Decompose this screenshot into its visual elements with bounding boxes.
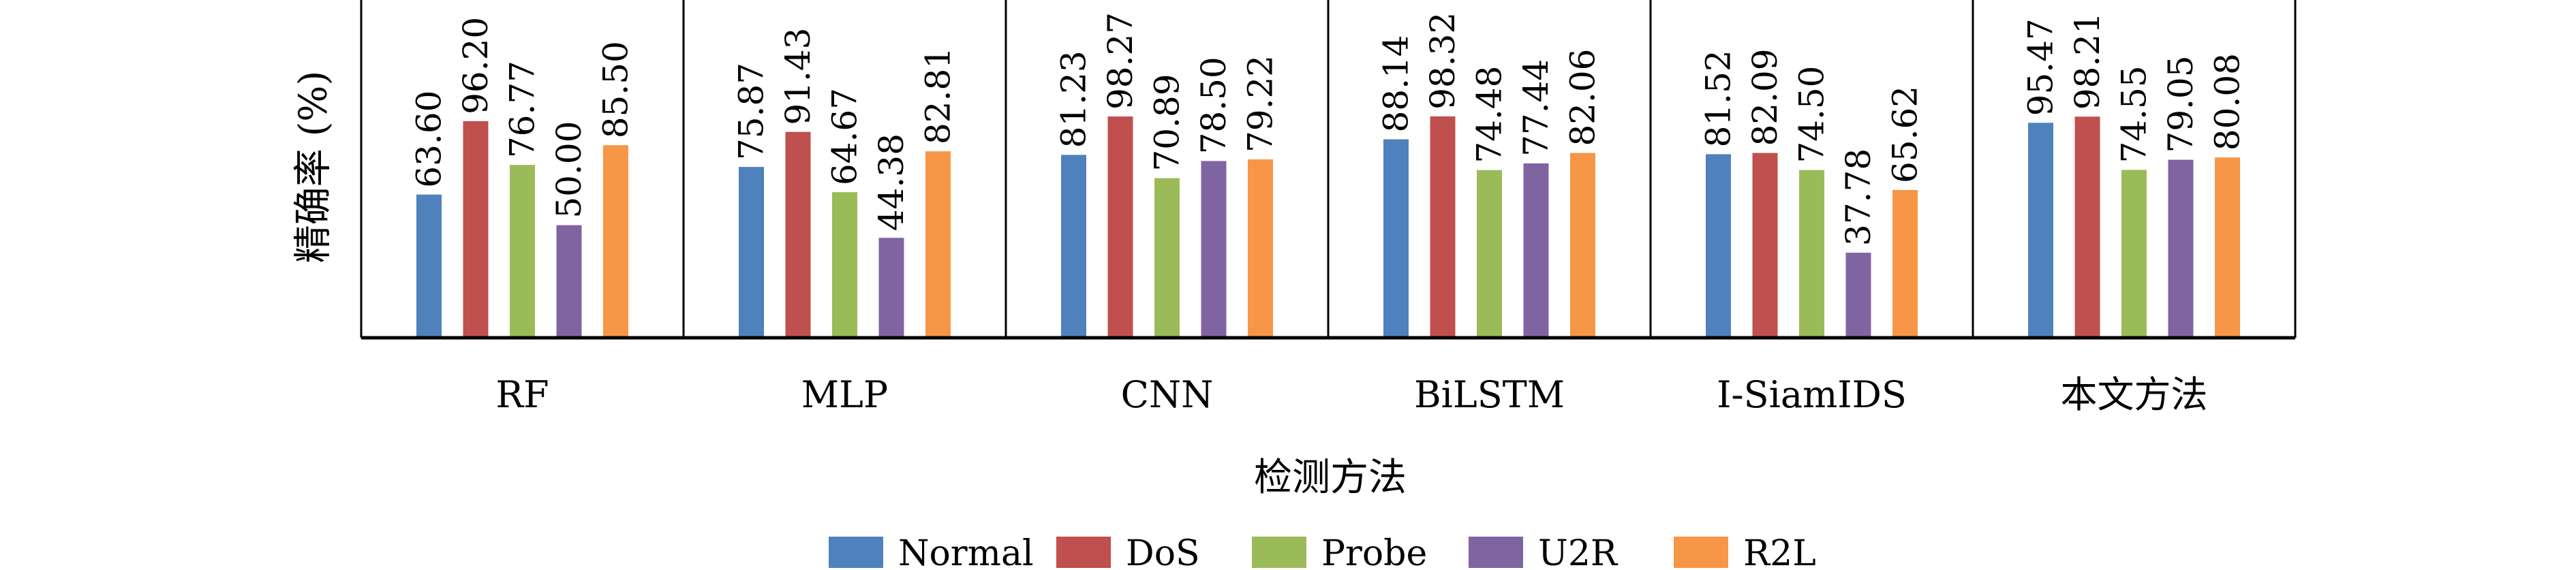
data-label: 74.48 (1470, 66, 1509, 163)
x-axis-title: 检测方法 (1254, 456, 1407, 500)
x-tick-label: CNN (1121, 373, 1214, 416)
bar-u2r-0 (556, 225, 582, 338)
y-axis-title: 精确率 (%) (292, 71, 336, 264)
bar-normal-0 (416, 194, 442, 338)
bar-r2l-3 (1570, 153, 1595, 338)
data-label: 74.50 (1792, 66, 1832, 163)
data-label: 82.06 (1563, 49, 1603, 146)
legend-swatch-r2l (1674, 537, 1728, 568)
bar-u2r-3 (1523, 163, 1549, 338)
data-label: 98.21 (2068, 12, 2107, 110)
legend-swatch-u2r (1469, 537, 1523, 568)
bar-probe-0 (510, 165, 535, 338)
legend-label: U2R (1538, 533, 1619, 570)
data-label: 88.14 (1377, 35, 1416, 132)
bar-dos-5 (2074, 116, 2100, 338)
bar-dos-0 (463, 121, 489, 338)
data-label: 98.32 (1423, 12, 1462, 110)
legend-swatch-probe (1252, 537, 1306, 568)
data-label: 76.77 (503, 61, 542, 158)
bar-r2l-1 (925, 151, 951, 338)
data-label: 95.47 (2021, 18, 2061, 116)
bar-dos-4 (1752, 153, 1778, 338)
x-tick-label: BiLSTM (1414, 373, 1565, 416)
data-label: 82.81 (919, 47, 958, 144)
legend: Normal DoS Probe U2R R2L (829, 533, 1816, 570)
bar-r2l-0 (603, 145, 628, 338)
data-label: 70.89 (1148, 74, 1187, 171)
data-label: 44.38 (872, 133, 911, 231)
data-label: 75.87 (732, 63, 771, 160)
bar-r2l-5 (2215, 157, 2240, 338)
bar-u2r-2 (1201, 161, 1227, 338)
bar-normal-1 (739, 167, 764, 338)
data-label: 98.27 (1101, 12, 1140, 110)
data-label: 80.08 (2208, 53, 2248, 151)
data-label: 74.55 (2115, 65, 2154, 163)
legend-swatch-normal (829, 537, 883, 568)
data-label: 82.09 (1745, 48, 1785, 146)
data-label: 37.78 (1839, 148, 1878, 246)
data-label: 79.05 (2161, 55, 2201, 153)
data-label: 78.50 (1194, 57, 1233, 154)
bar-normal-3 (1383, 139, 1409, 338)
bar-r2l-2 (1248, 159, 1273, 338)
bar-dos-1 (785, 131, 811, 338)
bar-probe-1 (832, 192, 857, 338)
data-label: 96.20 (456, 17, 495, 114)
bar-probe-3 (1477, 170, 1502, 338)
bar-normal-4 (1706, 154, 1731, 338)
data-label: 77.44 (1516, 59, 1556, 157)
data-label: 65.62 (1886, 86, 1925, 183)
data-label: 64.67 (825, 88, 865, 185)
bar-probe-4 (1799, 170, 1824, 338)
data-label: 91.43 (778, 28, 818, 125)
x-tick-label: RF (495, 373, 549, 416)
x-tick-label: 本文方法 (2061, 373, 2208, 416)
legend-label: Probe (1321, 533, 1427, 570)
legend-swatch-dos (1056, 537, 1111, 568)
data-label: 81.52 (1699, 50, 1738, 147)
x-tick-label: MLP (801, 373, 889, 416)
bar-probe-2 (1154, 178, 1180, 338)
bar-u2r-1 (878, 238, 904, 338)
bar-r2l-4 (1892, 190, 1918, 338)
bar-normal-2 (1061, 155, 1086, 338)
data-label: 81.23 (1054, 50, 1094, 148)
bar-u2r-4 (1845, 253, 1871, 338)
bar-dos-3 (1430, 116, 1456, 338)
legend-label: Normal (898, 533, 1034, 570)
axes-layer: RF MLP CNN BiLSTM I-SiamIDS 本文方法 (360, 0, 2297, 416)
data-label: 50.00 (549, 121, 589, 219)
bar-probe-5 (2121, 170, 2147, 338)
bar-normal-5 (2028, 123, 2053, 338)
bar-u2r-5 (2168, 159, 2194, 338)
data-label: 85.50 (596, 41, 636, 138)
bar-dos-2 (1107, 116, 1133, 338)
legend-label: R2L (1743, 533, 1816, 570)
data-label: 79.22 (1241, 55, 1281, 153)
data-label: 63.60 (410, 91, 449, 188)
x-tick-label: I-SiamIDS (1717, 373, 1907, 416)
legend-label: DoS (1126, 533, 1200, 570)
